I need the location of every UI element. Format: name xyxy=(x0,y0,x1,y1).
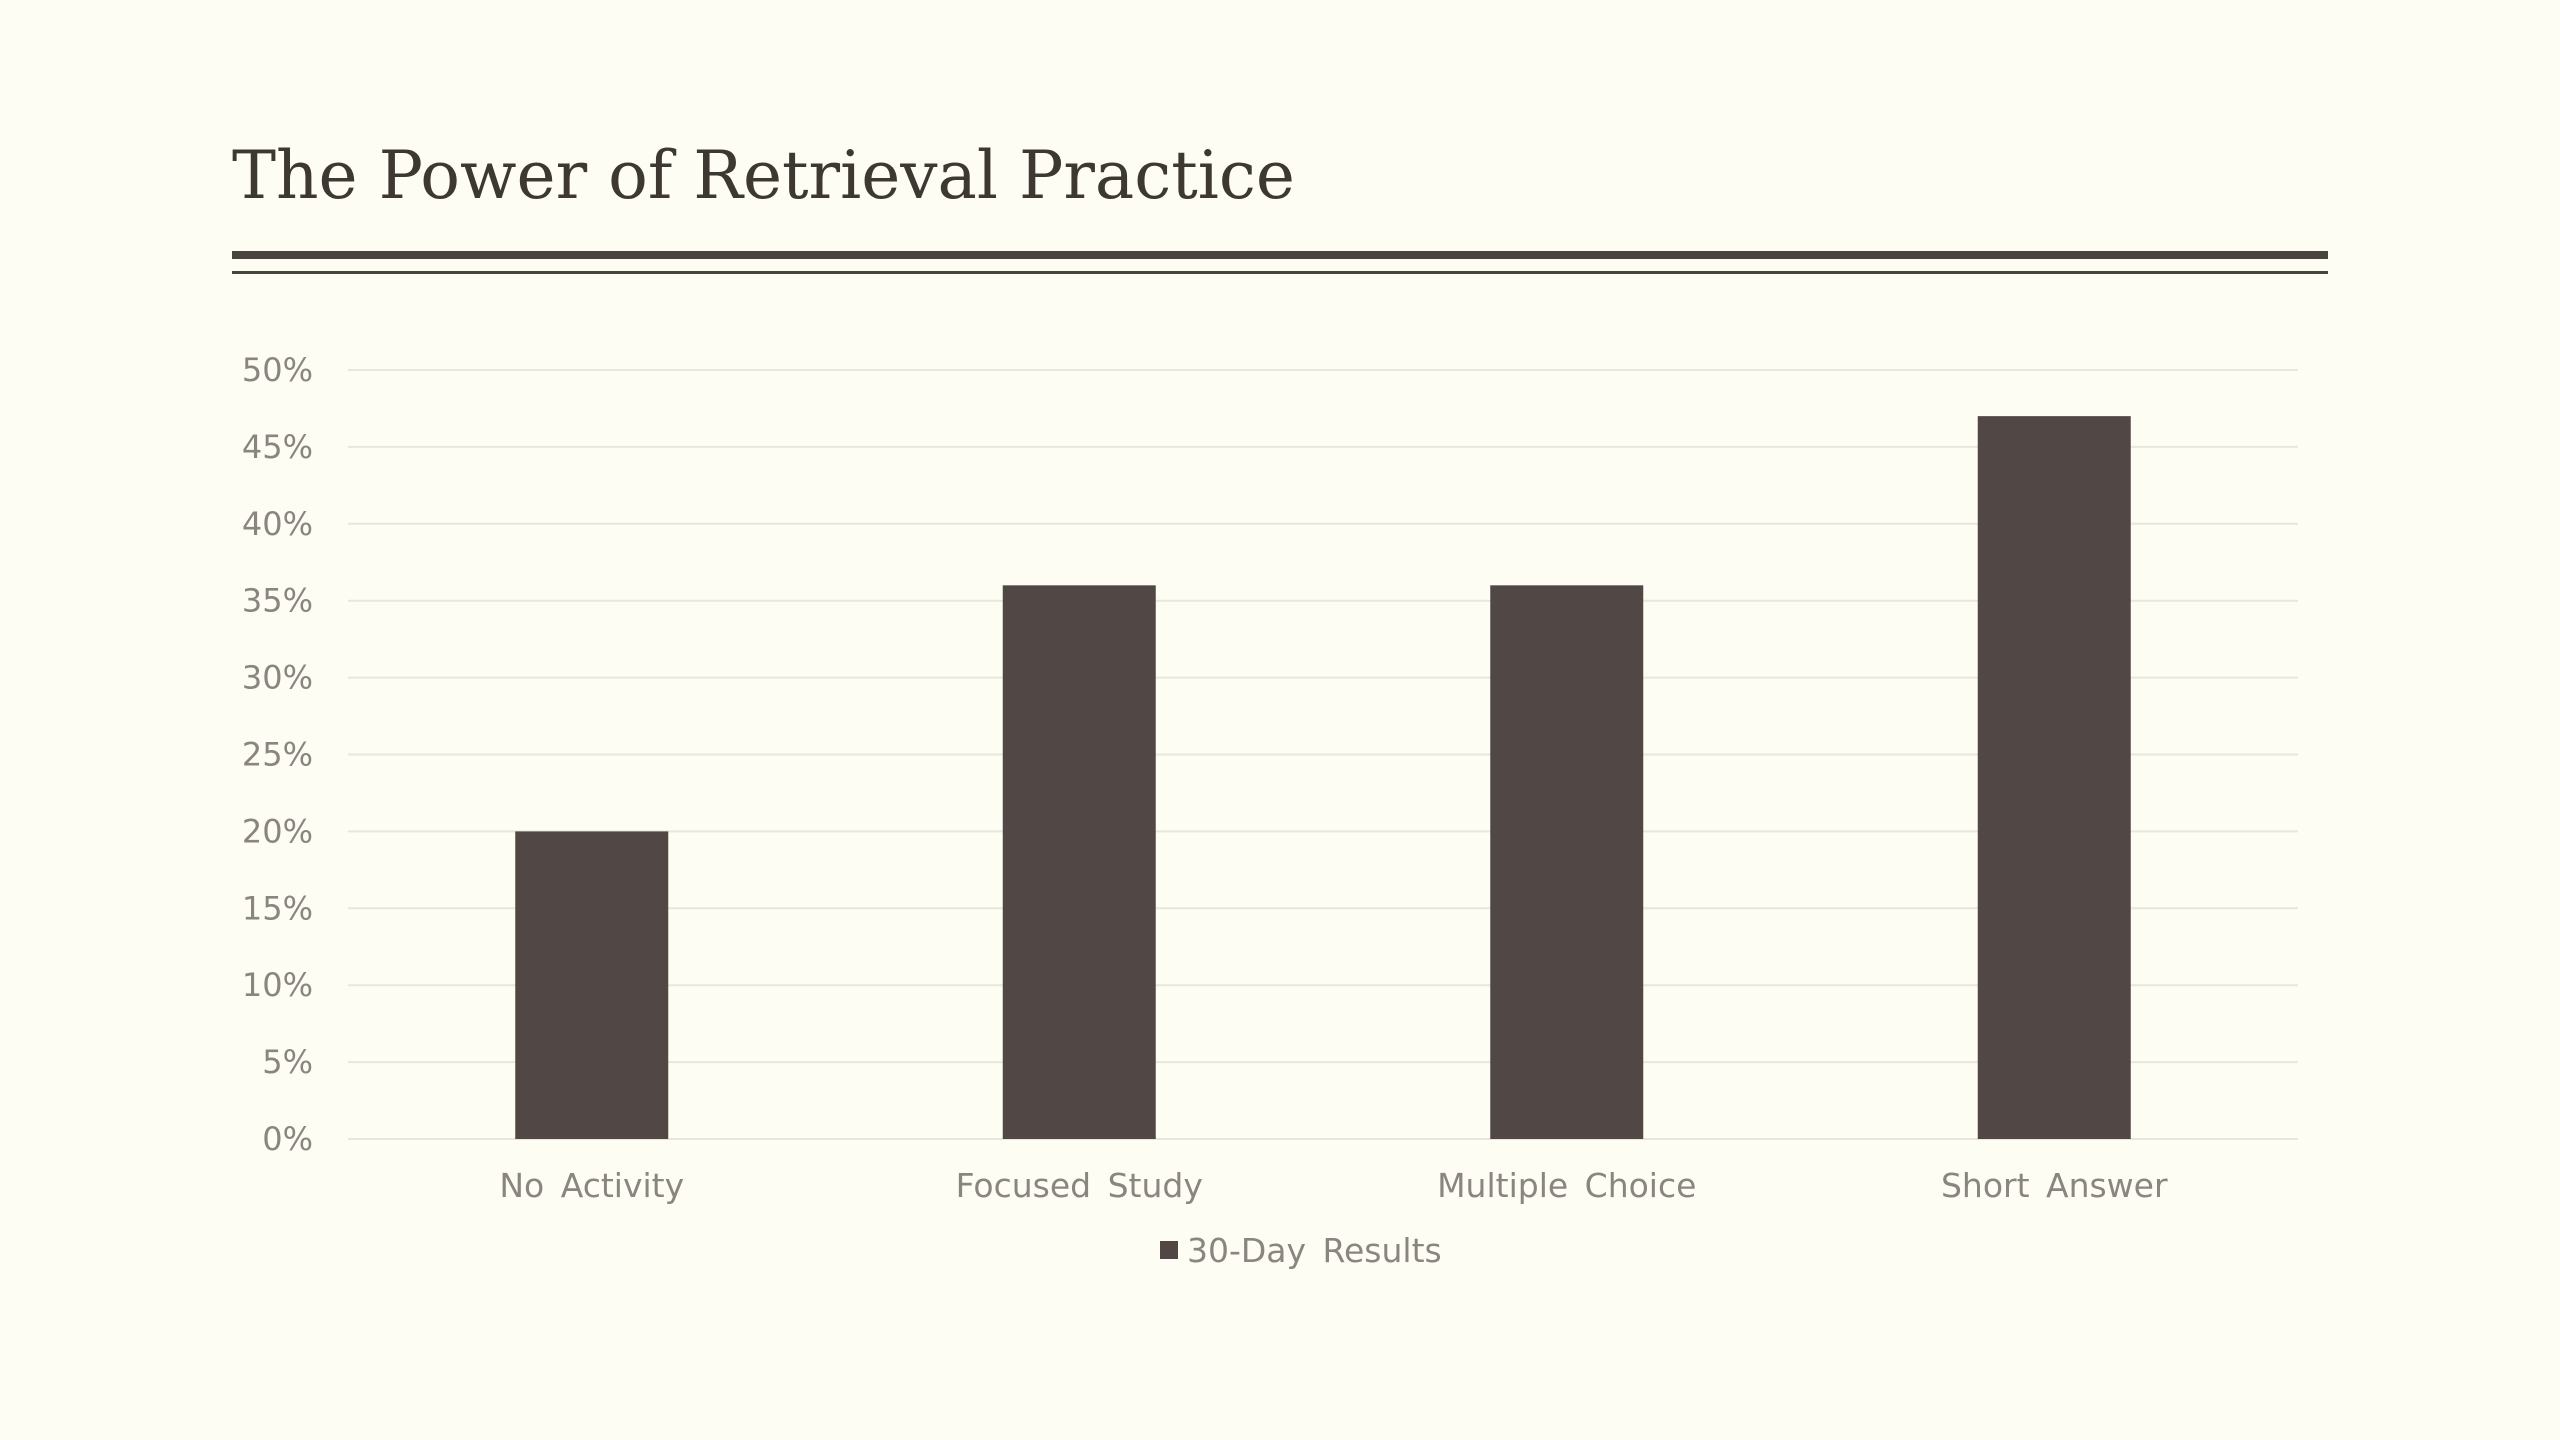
bar-short-answer xyxy=(1977,416,2131,1139)
bar-no-activity xyxy=(515,831,669,1139)
y-tick-label: 30% xyxy=(242,659,313,697)
y-tick-label: 20% xyxy=(242,812,313,850)
y-axis-ticks: 0% 5% 10% 15% 20% 25% 30% 35% 40% 45% 50% xyxy=(242,351,313,1158)
y-tick-label: 0% xyxy=(262,1120,313,1158)
y-tick-label: 50% xyxy=(242,351,313,389)
legend-label: 30-Day Results xyxy=(1187,1231,1442,1270)
legend: 30-Day Results xyxy=(1160,1231,1442,1270)
x-axis-ticks: No Activity Focused Study Multiple Choice S… xyxy=(499,1166,2168,1205)
slide-title: The Power of Retrieval Practice xyxy=(232,137,1295,214)
title-rule-thin xyxy=(232,271,2328,274)
bar-multiple-choice xyxy=(1490,585,1644,1139)
bar-focused-study xyxy=(1002,585,1156,1139)
y-tick-label: 40% xyxy=(242,505,313,543)
y-tick-label: 10% xyxy=(242,966,313,1004)
x-tick-label: Short Answer xyxy=(1941,1166,2168,1205)
legend-swatch xyxy=(1160,1241,1178,1259)
gridlines xyxy=(348,369,2298,1140)
title-rule-thick xyxy=(232,251,2328,259)
x-tick-label: Multiple Choice xyxy=(1437,1166,1696,1205)
y-tick-label: 15% xyxy=(242,889,313,927)
x-tick-label: No Activity xyxy=(499,1166,684,1205)
y-tick-label: 5% xyxy=(262,1043,313,1081)
bars xyxy=(515,416,2131,1139)
y-tick-label: 25% xyxy=(242,736,313,774)
x-tick-label: Focused Study xyxy=(956,1166,1203,1205)
y-tick-label: 35% xyxy=(242,582,313,620)
y-tick-label: 45% xyxy=(242,428,313,466)
